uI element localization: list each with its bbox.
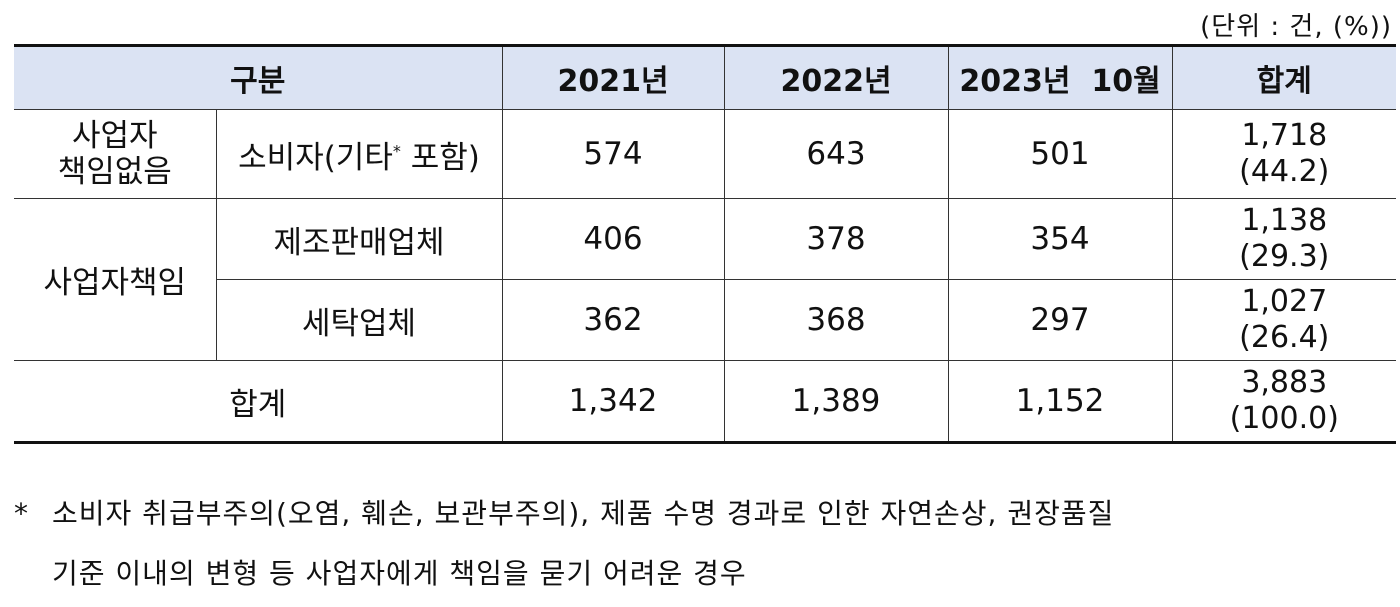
sub-consumer-tail: 포함): [400, 139, 480, 176]
header-2021: 2021년: [501, 45, 725, 110]
cell-2021: 406: [501, 198, 725, 280]
table-row: 세탁업체 362 368 297 1,027 (26.4): [14, 279, 1397, 361]
header-category: 구분: [14, 45, 503, 110]
cell-2022: 368: [723, 279, 949, 361]
group-line2: 책임없음: [57, 154, 172, 190]
total-value: 1,138: [1241, 203, 1328, 238]
group-no-responsibility: 사업자 책임없음: [14, 109, 217, 199]
header-total: 합계: [1171, 45, 1397, 110]
total-percent: (44.2): [1239, 154, 1330, 189]
cell-2023: 354: [947, 198, 1173, 280]
footnote-line2: 기준 이내의 변형 등 사업자에게 책임을 묻기 어려운 경우: [52, 557, 747, 590]
cell-2022: 378: [723, 198, 949, 280]
cell-2022: 643: [723, 109, 949, 199]
total-row-label: 합계: [14, 360, 503, 443]
total-row: 합계 1,342 1,389 1,152 3,883 (100.0): [14, 360, 1397, 443]
sub-consumer: 소비자(기타* 포함): [215, 109, 503, 199]
footnote-line1: * 소비자 취급부주의(오염, 훼손, 보관부주의), 제품 수명 경과로 인한 …: [14, 492, 1114, 532]
total-value: 1,718: [1241, 118, 1328, 153]
table-row: 사업자책임 제조판매업체 406 378 354 1,138 (29.3): [14, 198, 1397, 361]
cell-2021: 574: [501, 109, 725, 199]
header-2023: 2023년 10월: [947, 45, 1173, 110]
sub-laundry: 세탁업체: [216, 279, 503, 361]
total-percent: (29.3): [1239, 239, 1330, 274]
footnote-marker: *: [392, 141, 401, 161]
cell-total: 1,138 (29.3): [1171, 198, 1397, 280]
header-2022: 2022년: [723, 45, 949, 110]
cell-total: 1,027 (26.4): [1171, 279, 1397, 361]
cell-total: 1,718 (44.2): [1171, 109, 1397, 199]
cell-2023: 501: [947, 109, 1173, 199]
cell-2021: 1,342: [501, 360, 725, 443]
unit-label: (단위 : 건, (%)): [1200, 12, 1392, 42]
total-value: 3,883: [1241, 365, 1328, 400]
table-row: 사업자 책임없음 소비자(기타* 포함) 574 643 501 1,718 (…: [14, 109, 1397, 199]
sub-consumer-label: 소비자(기타: [238, 139, 393, 176]
cell-2023: 1,152: [947, 360, 1173, 443]
total-percent: (100.0): [1229, 401, 1339, 436]
footnote-star: *: [14, 497, 29, 530]
group-line1: 사업자: [71, 118, 158, 154]
header-row: 구분 2021년 2022년 2023년 10월 합계: [14, 45, 1397, 110]
total-value: 1,027: [1241, 284, 1328, 319]
cell-total: 3,883 (100.0): [1171, 360, 1397, 443]
complaint-table: 구분 2021년 2022년 2023년 10월 합계 사업자 책임없음 소비자…: [14, 44, 1397, 444]
footnote-text1: 소비자 취급부주의(오염, 훼손, 보관부주의), 제품 수명 경과로 인한 자…: [52, 497, 1115, 530]
group-responsibility: 사업자책임: [14, 198, 217, 361]
sub-manufacturer: 제조판매업체: [215, 198, 503, 280]
cell-2023: 297: [947, 279, 1173, 361]
cell-2022: 1,389: [723, 360, 949, 443]
cell-2021: 362: [501, 279, 725, 361]
total-percent: (26.4): [1239, 320, 1330, 355]
